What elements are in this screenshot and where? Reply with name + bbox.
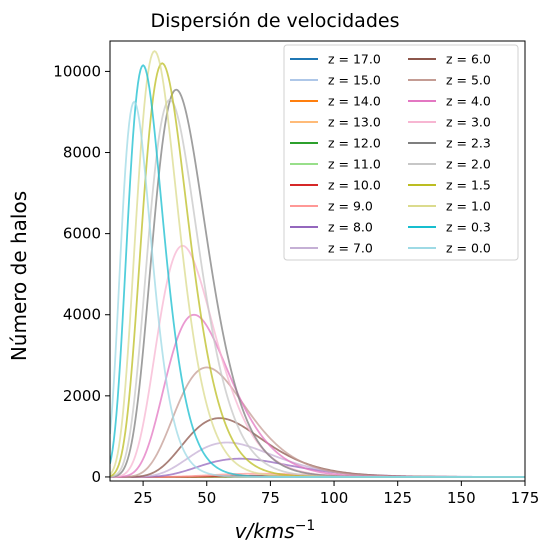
legend-label: z = 15.0: [328, 73, 381, 88]
x-tick-label: 150: [447, 489, 476, 507]
legend-label: z = 0.0: [446, 241, 491, 256]
x-tick-label: 175: [511, 489, 540, 507]
x-axis-label: v/kms−1: [235, 518, 316, 543]
series-line: [110, 100, 525, 478]
legend-label: z = 1.5: [446, 178, 491, 193]
legend-label: z = 12.0: [328, 136, 381, 151]
y-tick-label: 6000: [63, 225, 101, 243]
y-axis: 0 2000 4000 6000 8000 10000: [53, 62, 110, 486]
legend: z = 17.0 z = 15.0 z = 14.0 z = 13.0 z = 12.0…: [283, 44, 519, 261]
x-axis: 25 50 75 100 125 150 175: [134, 481, 540, 507]
legend-label: z = 2.0: [446, 157, 491, 172]
x-tick-label: 50: [197, 489, 216, 507]
legend-label: z = 11.0: [328, 157, 381, 172]
x-tick-label: 125: [383, 489, 412, 507]
plot-area: [110, 50, 525, 478]
y-tick-label: 10000: [53, 62, 101, 80]
plot-frame: [109, 40, 526, 482]
legend-label: z = 5.0: [446, 73, 491, 88]
x-tick-label: 100: [320, 489, 349, 507]
legend-box: [283, 44, 519, 261]
y-axis-label: Número de halos: [7, 191, 31, 361]
x-axis-label-sup: −1: [295, 518, 316, 534]
legend-label: z = 9.0: [328, 199, 373, 214]
legend-label: z = 8.0: [328, 220, 373, 235]
legend-label: z = 6.0: [446, 52, 491, 67]
legend-label: z = 10.0: [328, 178, 381, 193]
legend-label: z = 7.0: [328, 241, 373, 256]
y-tick-label: 2000: [63, 387, 101, 405]
legend-label: z = 0.3: [446, 220, 491, 235]
legend-label: z = 4.0: [446, 94, 491, 109]
legend-label: z = 1.0: [446, 199, 491, 214]
legend-label: z = 2.3: [446, 136, 491, 151]
x-axis-label-main: v/kms: [235, 519, 295, 543]
series-line: [110, 244, 525, 478]
x-tick-label: 25: [134, 489, 153, 507]
legend-label: z = 14.0: [328, 94, 381, 109]
y-tick-label: 4000: [63, 306, 101, 324]
series-line: [110, 366, 525, 478]
legend-label: z = 13.0: [328, 115, 381, 130]
series-lines: [110, 50, 525, 478]
y-tick-label: 0: [91, 468, 101, 486]
chart-title: Dispersión de velocidades: [151, 10, 400, 32]
legend-label: z = 3.0: [446, 115, 491, 130]
x-tick-label: 75: [261, 489, 280, 507]
y-tick-label: 8000: [63, 144, 101, 162]
series-line: [110, 313, 525, 478]
legend-label: z = 17.0: [328, 52, 381, 67]
